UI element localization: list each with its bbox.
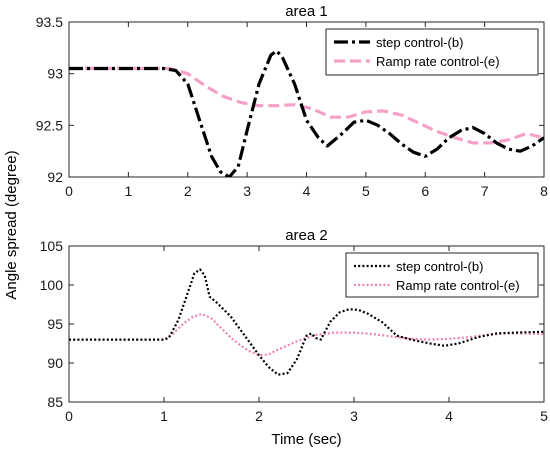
legend-label-2: Ramp rate control-(e) bbox=[396, 278, 520, 293]
y-tick-label: 105 bbox=[40, 238, 64, 254]
legend-label-1: step control-(b) bbox=[396, 259, 483, 274]
x-tick-label: 2 bbox=[255, 408, 263, 424]
legend-box bbox=[345, 252, 539, 298]
x-tick-label: 3 bbox=[350, 408, 358, 424]
x-tick-label: 4 bbox=[445, 408, 453, 424]
x-tick-label: 8 bbox=[540, 183, 548, 199]
y-axis-label: Angle spread (degree) bbox=[3, 150, 20, 299]
x-tick-label: 0 bbox=[65, 183, 73, 199]
x-tick-label: 1 bbox=[124, 183, 132, 199]
y-tick-label: 95 bbox=[47, 316, 63, 332]
y-tick-label: 92.5 bbox=[36, 117, 63, 133]
y-tick-label: 100 bbox=[40, 277, 64, 293]
legend: step control-(b) Ramp rate control-(e) bbox=[325, 28, 539, 76]
x-axis-label: Time (sec) bbox=[271, 431, 341, 448]
y-tick-label: 93.5 bbox=[36, 14, 63, 30]
x-tick-label: 1 bbox=[160, 408, 168, 424]
x-tick-label: 5 bbox=[362, 183, 370, 199]
y-tick-label: 92 bbox=[47, 169, 63, 185]
x-tick-label: 2 bbox=[184, 183, 192, 199]
series-line-2 bbox=[69, 312, 544, 357]
y-tick-label: 85 bbox=[47, 394, 63, 410]
chart-title: area 2 bbox=[285, 227, 328, 244]
chart-panel-1: area 1 0 1 2 3 4 5 6 7 8 92 92.5 93 93.5 step control-… bbox=[36, 3, 548, 199]
x-tick-label: 4 bbox=[303, 183, 311, 199]
x-tick-label: 6 bbox=[421, 183, 429, 199]
y-tick-label: 93 bbox=[47, 66, 63, 82]
legend: step control-(b) Ramp rate control-(e) bbox=[345, 252, 539, 298]
legend-box bbox=[325, 28, 539, 76]
x-tick-label: 7 bbox=[481, 183, 489, 199]
legend-label-2: Ramp rate control-(e) bbox=[376, 54, 500, 69]
series-line-2 bbox=[69, 66, 544, 145]
chart-panel-2: area 2 0 1 2 3 4 5 85 90 95 100 105 step control-(b)… bbox=[40, 227, 548, 448]
legend-label-1: step control-(b) bbox=[376, 35, 463, 50]
y-tick-label: 90 bbox=[47, 355, 63, 371]
x-tick-label: 5 bbox=[540, 408, 548, 424]
series-line-1 bbox=[69, 49, 544, 177]
x-tick-label: 3 bbox=[243, 183, 251, 199]
x-tick-label: 0 bbox=[65, 408, 73, 424]
chart-title: area 1 bbox=[285, 3, 328, 20]
